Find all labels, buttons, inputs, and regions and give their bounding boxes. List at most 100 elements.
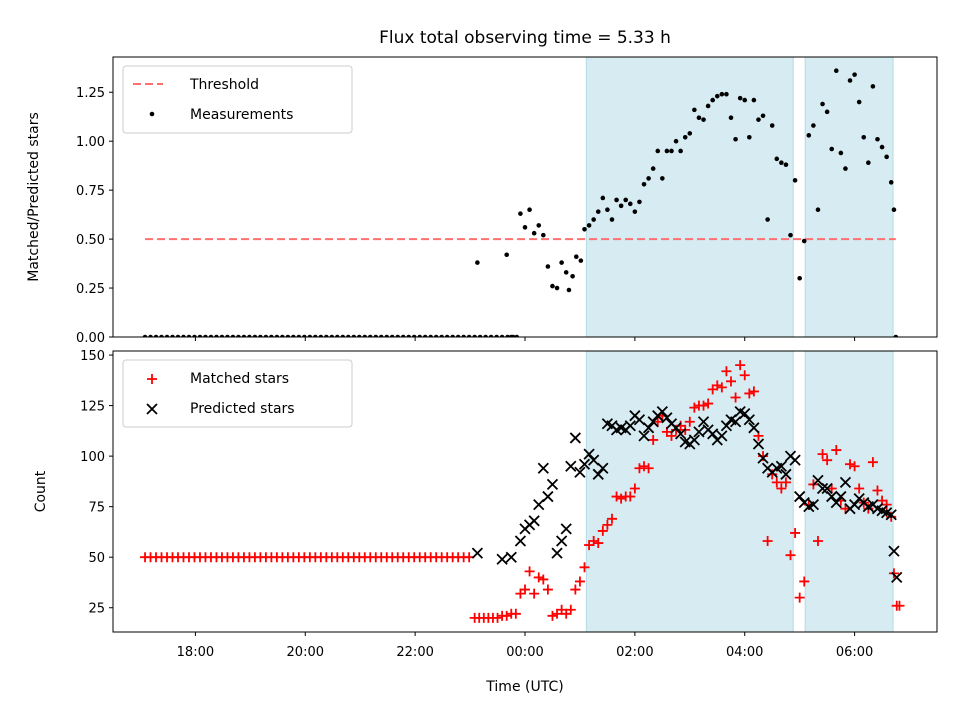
data-point — [583, 448, 595, 460]
data-point — [693, 426, 705, 438]
data-point — [739, 408, 751, 420]
data-point — [838, 150, 844, 156]
data-point — [739, 370, 750, 381]
data-point — [891, 207, 897, 213]
data-point — [779, 160, 784, 166]
data-point — [488, 334, 494, 337]
data-point — [720, 420, 733, 432]
data-point — [439, 334, 444, 337]
data-point — [794, 592, 805, 603]
data-point — [847, 78, 853, 83]
data-point — [687, 131, 693, 136]
data-point — [655, 148, 661, 154]
data-point — [505, 334, 510, 337]
data-point — [550, 283, 555, 289]
data-point — [522, 225, 528, 230]
data-point — [826, 490, 838, 503]
data-point — [647, 416, 659, 428]
data-point — [241, 334, 247, 337]
data-point — [689, 402, 700, 413]
data-point — [597, 525, 608, 536]
y-tick-label: 50 — [88, 551, 105, 566]
data-point — [602, 519, 613, 530]
data-point — [406, 334, 412, 337]
x-tick-label: 20:00 — [287, 645, 324, 660]
data-point — [514, 535, 527, 547]
data-point — [554, 285, 560, 291]
data-point — [780, 477, 791, 488]
data-point — [528, 515, 540, 527]
data-point — [627, 201, 633, 207]
series-matched-stars — [140, 360, 905, 623]
x-tick-label: 18:00 — [177, 645, 214, 660]
data-point — [785, 550, 796, 561]
data-point — [570, 274, 575, 279]
data-point — [664, 148, 670, 154]
data-point — [356, 334, 362, 337]
data-point — [641, 181, 647, 187]
data-point — [533, 499, 545, 511]
legend-label: Matched stars — [190, 371, 289, 387]
data-point — [707, 428, 719, 440]
data-point — [854, 483, 865, 494]
data-point — [794, 490, 806, 503]
data-point — [395, 334, 401, 337]
legend-label: Predicted stars — [190, 401, 295, 417]
count-panel: 25 50 75 100 125 150 18:00 20:00 22:00 00:00 02:00… — [33, 349, 938, 660]
y-tick-label: 1.00 — [76, 135, 105, 150]
data-point — [263, 334, 269, 337]
x-tick-label: 06:00 — [836, 645, 873, 660]
data-point — [422, 334, 428, 337]
data-point — [433, 334, 439, 337]
data-point — [811, 123, 816, 128]
data-point — [743, 414, 755, 426]
x-axis-label: Time (UTC) — [485, 679, 563, 695]
y-tick-label: 0.00 — [76, 331, 105, 346]
data-point — [633, 414, 646, 426]
data-point — [839, 476, 852, 489]
data-point — [384, 334, 390, 337]
data-point — [496, 553, 508, 565]
data-point — [296, 334, 302, 337]
data-point — [537, 462, 549, 474]
data-point — [757, 452, 769, 464]
data-point — [527, 207, 532, 213]
data-point — [609, 217, 615, 222]
data-point — [285, 334, 291, 337]
data-point — [845, 459, 856, 470]
data-point — [712, 380, 723, 391]
data-point — [225, 334, 230, 337]
data-point — [656, 406, 668, 418]
data-point — [884, 154, 889, 160]
data-point — [148, 334, 153, 337]
data-point — [508, 334, 514, 337]
data-point — [560, 523, 572, 535]
data-point — [634, 463, 645, 474]
data-point — [565, 460, 577, 472]
data-point — [891, 571, 903, 584]
data-point — [789, 454, 801, 466]
data-point — [751, 97, 757, 103]
data-point — [867, 457, 878, 468]
data-point — [888, 545, 900, 557]
data-point — [559, 260, 564, 265]
data-point — [563, 270, 569, 275]
data-point — [729, 416, 742, 428]
data-point — [586, 223, 592, 228]
x-tick-label: 04:00 — [726, 645, 763, 660]
data-point — [159, 334, 164, 337]
data-point — [822, 455, 833, 466]
data-point — [531, 230, 537, 236]
data-point — [340, 334, 346, 337]
data-point — [752, 438, 765, 450]
data-point — [208, 334, 214, 337]
data-point — [504, 252, 509, 258]
data-point — [536, 223, 542, 228]
data-point — [756, 117, 761, 122]
data-point — [624, 420, 636, 432]
data-point — [614, 197, 619, 203]
data-point — [565, 604, 576, 615]
data-point — [894, 600, 905, 611]
data-point — [646, 176, 651, 181]
